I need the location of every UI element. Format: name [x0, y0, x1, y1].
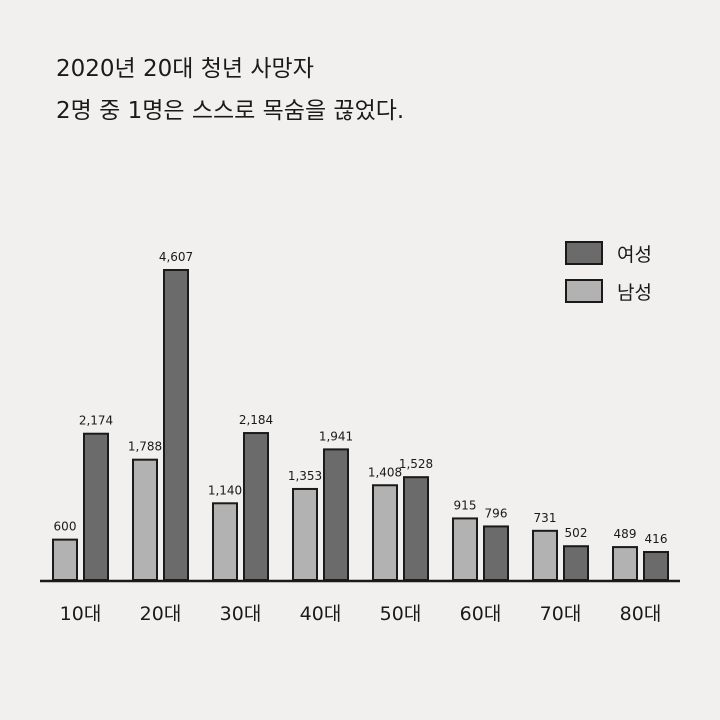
- bar-male-20s: [132, 458, 158, 582]
- x-tick-label-80s: 80대: [620, 603, 662, 625]
- legend-item-male: 남성: [565, 278, 652, 304]
- bar-male-10s: [52, 538, 78, 581]
- data-label-male-60s: 915: [454, 498, 477, 512]
- data-label-male-40s: 1,353: [288, 469, 322, 483]
- data-label-male-20s: 1,788: [128, 440, 162, 454]
- legend-label-male: 남성: [617, 281, 652, 304]
- bar-female-30s: [243, 432, 269, 581]
- data-label-male-10s: 600: [54, 520, 77, 534]
- data-label-female-70s: 502: [565, 526, 588, 540]
- legend: 여성 남성: [565, 240, 652, 316]
- bar-female-20s: [163, 269, 189, 581]
- chart-title: 2020년 20대 청년 사망자 2명 중 1명은 스스로 목숨을 끊었다.: [56, 48, 404, 132]
- data-label-female-50s: 1,528: [399, 457, 433, 471]
- bar-male-70s: [532, 529, 558, 582]
- bar-male-50s: [372, 484, 398, 581]
- data-label-female-40s: 1,941: [319, 429, 353, 443]
- bar-male-60s: [452, 517, 478, 582]
- bar-male-80s: [612, 546, 638, 581]
- data-label-female-80s: 416: [645, 532, 668, 546]
- data-label-female-10s: 2,174: [79, 414, 113, 428]
- bar-female-70s: [563, 545, 589, 581]
- x-tick-label-60s: 60대: [460, 603, 502, 625]
- title-line-2: 2명 중 1명은 스스로 목숨을 끊었다.: [56, 98, 405, 124]
- x-tick-label-70s: 70대: [540, 603, 582, 625]
- bar-female-80s: [643, 551, 669, 581]
- legend-swatch-female: [565, 241, 603, 265]
- x-tick-label-10s: 10대: [60, 603, 102, 625]
- bar-male-30s: [212, 502, 238, 582]
- bar-female-50s: [403, 476, 429, 582]
- title-line-1: 2020년 20대 청년 사망자: [56, 56, 314, 82]
- legend-item-female: 여성: [565, 240, 652, 266]
- data-label-male-50s: 1,408: [368, 465, 402, 479]
- data-label-male-30s: 1,140: [208, 483, 242, 497]
- legend-label-female: 여성: [617, 243, 652, 266]
- x-tick-label-50s: 50대: [380, 603, 422, 625]
- data-label-female-30s: 2,184: [239, 413, 273, 427]
- x-tick-label-40s: 40대: [300, 603, 342, 625]
- bar-female-10s: [83, 432, 109, 582]
- bar-male-40s: [292, 487, 318, 581]
- data-label-female-20s: 4,607: [159, 250, 193, 264]
- bar-female-40s: [323, 448, 349, 582]
- data-label-female-60s: 796: [485, 506, 508, 520]
- x-tick-label-30s: 30대: [220, 603, 262, 625]
- legend-swatch-male: [565, 279, 603, 303]
- data-label-male-80s: 489: [614, 527, 637, 541]
- x-tick-label-20s: 20대: [140, 603, 182, 625]
- bar-female-60s: [483, 525, 509, 582]
- data-label-male-70s: 731: [534, 511, 557, 525]
